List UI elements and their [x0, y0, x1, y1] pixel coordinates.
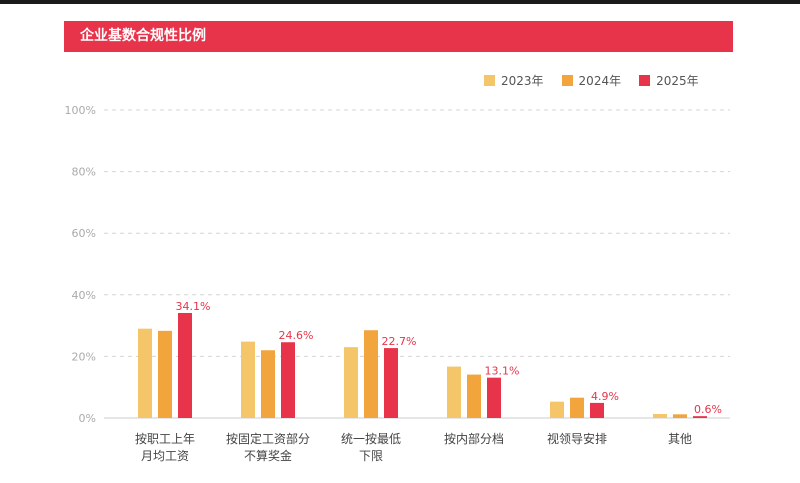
bar — [487, 377, 501, 418]
bar — [550, 401, 564, 418]
legend-swatch-2025 — [639, 74, 651, 86]
legend-label-2025: 2025年 — [656, 73, 699, 88]
legend-item-2024: 2024年 — [561, 72, 622, 89]
bar — [261, 350, 275, 418]
bar — [281, 342, 295, 418]
legend-swatch-2024 — [561, 74, 573, 86]
x-tick-label: 按内部分档 — [444, 431, 504, 446]
x-tick-label: 不算奖金 — [244, 448, 292, 463]
x-tick-label: 按职工上年 — [135, 432, 195, 446]
chart-title: 企业基数合规性比例 — [80, 28, 206, 44]
legend-item-2023: 2023年 — [484, 72, 544, 89]
bar — [570, 397, 584, 418]
x-tick-label: 下限 — [359, 449, 383, 463]
bar — [178, 312, 192, 418]
y-tick-label: 80% — [72, 166, 96, 179]
bar — [467, 374, 481, 418]
bar — [241, 341, 255, 418]
legend-swatch-2023 — [484, 74, 495, 86]
bar — [384, 348, 398, 418]
legend-item-2025: 2025年 — [639, 72, 699, 89]
data-label: 13.1% — [485, 365, 520, 378]
x-tick-label: 统一按最低 — [341, 432, 401, 446]
bar — [344, 347, 358, 418]
bar — [673, 414, 687, 418]
data-label: 0.6% — [694, 403, 722, 416]
bar — [364, 330, 378, 418]
legend-label-2024: 2024年 — [578, 73, 622, 88]
data-label: 4.9% — [591, 390, 619, 403]
legend: 2023年 2024年 2025年 — [484, 70, 699, 90]
data-label: 22.7% — [382, 335, 417, 348]
y-tick-label: 0% — [79, 412, 96, 425]
bar — [138, 328, 152, 418]
y-tick-label: 100% — [65, 104, 96, 117]
y-tick-label: 20% — [72, 350, 96, 363]
x-tick-label: 按固定工资部分 — [226, 431, 310, 446]
x-tick-label: 视领导安排 — [547, 431, 607, 446]
bar — [590, 402, 604, 418]
bar — [693, 416, 707, 418]
data-label: 34.1% — [176, 300, 211, 313]
data-label: 24.6% — [279, 329, 314, 342]
legend-label-2023: 2023年 — [501, 73, 544, 88]
y-tick-label: 60% — [72, 227, 96, 240]
y-tick-label: 40% — [72, 289, 96, 302]
bar — [447, 366, 461, 418]
bar — [653, 413, 667, 418]
x-tick-label: 其他 — [668, 432, 692, 446]
x-tick-label: 月均工资 — [141, 449, 189, 463]
top-border — [0, 0, 800, 4]
chart-title-bar: 企业基数合规性比例 — [64, 21, 733, 52]
bar — [158, 330, 172, 418]
